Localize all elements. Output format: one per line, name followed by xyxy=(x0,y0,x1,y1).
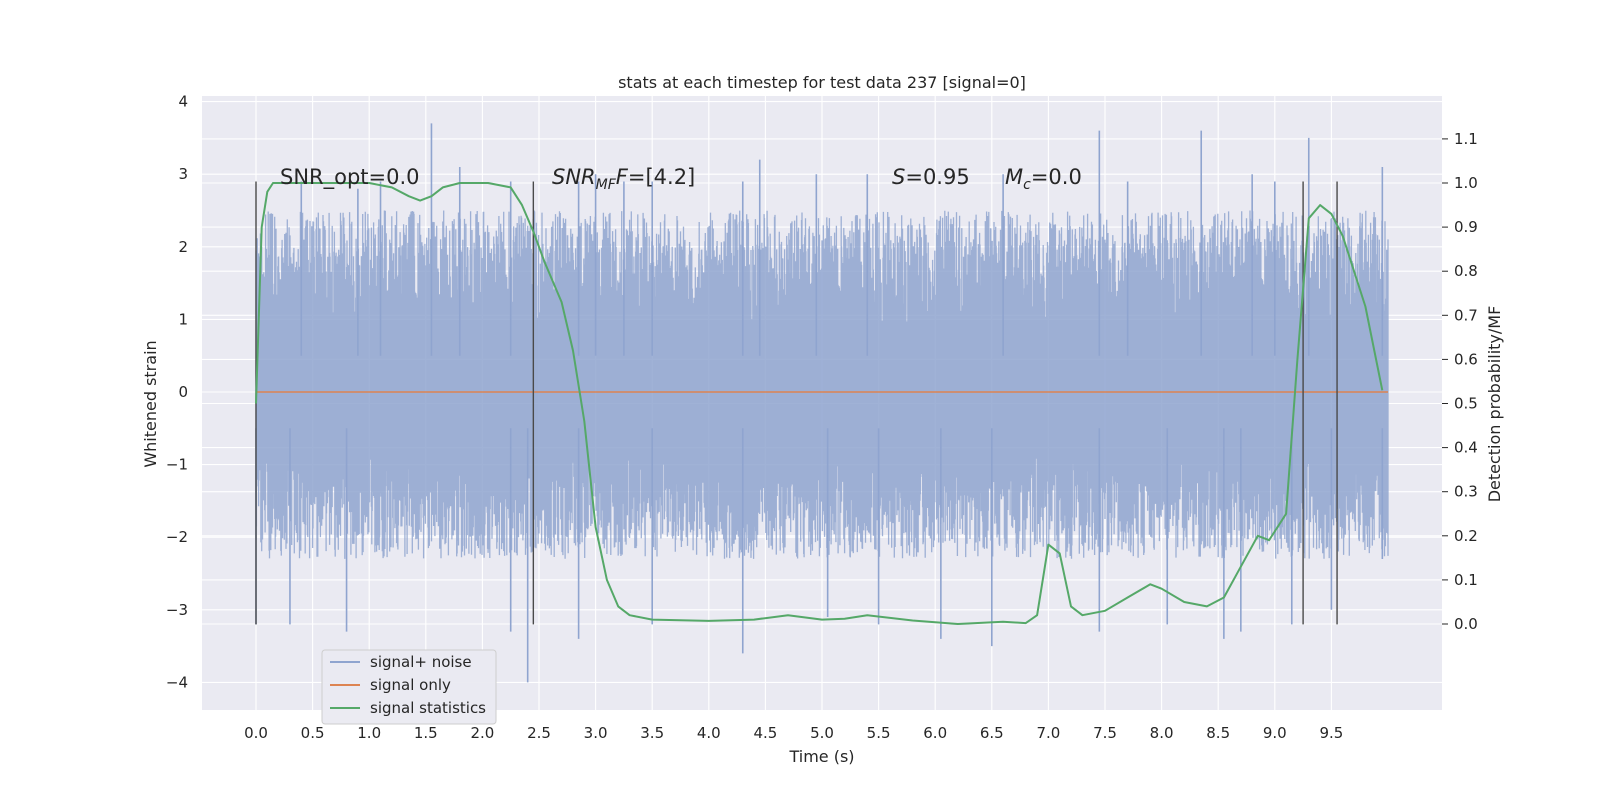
annotation-s: S=0.95 xyxy=(892,165,970,189)
y-tick-label: −4 xyxy=(166,673,188,691)
y2-tick-label: 0.6 xyxy=(1454,350,1478,368)
y2-tick-label: 0.8 xyxy=(1454,262,1478,280)
x-axis-label: Time (s) xyxy=(788,747,854,766)
y2-tick-label: 0.9 xyxy=(1454,218,1478,236)
signal-statistics-series xyxy=(255,182,1384,625)
x-tick-labels: 0.0 0.5 1.0 1.5 2.0 2.5 3.0 3.5 4.0 4.5 5.0 5.5 6.0 6… xyxy=(244,724,1343,742)
x-tick-label: 4.0 xyxy=(697,724,721,742)
y2-tick-label: 1.0 xyxy=(1454,174,1478,192)
x-tick-label: 1.5 xyxy=(414,724,438,742)
y-tick-label: 0 xyxy=(178,383,188,401)
x-tick-label: 8.5 xyxy=(1206,724,1230,742)
annotation-snr-opt: SNR_opt=0.0 xyxy=(280,165,420,190)
y2-tick-label: 1.1 xyxy=(1454,130,1478,148)
y-tick-label: 4 xyxy=(178,93,188,111)
y2-tick-label: 0.5 xyxy=(1454,395,1478,413)
y-tick-label: −1 xyxy=(166,456,188,474)
x-tick-label: 6.0 xyxy=(923,724,947,742)
x-tick-label: 5.5 xyxy=(867,724,891,742)
legend-box xyxy=(321,649,497,725)
y-tick-label: 3 xyxy=(178,165,188,183)
y2-tick-label: 0.7 xyxy=(1454,306,1478,324)
x-tick-label: 7.0 xyxy=(1036,724,1060,742)
x-tick-label: 0.5 xyxy=(301,724,325,742)
x-tick-label: 8.0 xyxy=(1150,724,1174,742)
signal-statistics-line xyxy=(255,182,1384,625)
y2-tick-labels: 0.0 0.1 0.2 0.3 0.4 0.5 0.6 0.7 0.8 0.9 1.0 1.1 xyxy=(1442,130,1478,633)
x-tick-label: 9.5 xyxy=(1319,724,1343,742)
y-tick-labels: −4 −3 −2 −1 0 1 2 3 4 xyxy=(166,93,188,692)
x-tick-label: 2.0 xyxy=(470,724,494,742)
y2-tick-label: 0.2 xyxy=(1454,527,1478,545)
annotation-snr-mf: SNRMFF=[4.2] xyxy=(552,165,695,193)
vertical-markers xyxy=(255,181,1338,625)
legend-label-signal: signal only xyxy=(370,676,451,694)
y2-tick-label: 0.0 xyxy=(1454,615,1478,633)
y-axis-label: Whitened strain xyxy=(141,340,160,467)
annotation-mc: Mc=0.0 xyxy=(1005,165,1082,193)
x-tick-label: 7.5 xyxy=(1093,724,1117,742)
x-tick-label: 2.5 xyxy=(527,724,551,742)
y-tick-label: 1 xyxy=(178,310,188,328)
x-tick-label: 4.5 xyxy=(753,724,777,742)
x-tick-label: 5.0 xyxy=(810,724,834,742)
x-tick-label: 0.0 xyxy=(244,724,268,742)
y-tick-label: −3 xyxy=(166,601,188,619)
legend-label-noise: signal+ noise xyxy=(370,653,472,671)
y2-tick-label: 0.4 xyxy=(1454,439,1478,457)
legend: signal+ noise signal only signal statist… xyxy=(321,649,497,725)
y-tick-label: −2 xyxy=(166,528,188,546)
x-tick-label: 1.0 xyxy=(357,724,381,742)
y2-tick-label: 0.3 xyxy=(1454,483,1478,501)
x-tick-label: 3.0 xyxy=(584,724,608,742)
y2-tick-label: 0.1 xyxy=(1454,571,1478,589)
y2-axis-label: Detection probability/MF xyxy=(1485,306,1504,503)
noise-series xyxy=(255,123,1389,683)
x-tick-label: 3.5 xyxy=(640,724,664,742)
chart-title: stats at each timestep for test data 237… xyxy=(618,73,1026,92)
y-tick-label: 2 xyxy=(178,238,188,256)
x-tick-label: 9.0 xyxy=(1263,724,1287,742)
legend-label-statistics: signal statistics xyxy=(370,699,486,717)
x-tick-label: 6.5 xyxy=(980,724,1004,742)
